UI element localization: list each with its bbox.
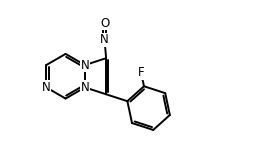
Text: N: N <box>80 59 89 72</box>
Text: N: N <box>80 81 89 94</box>
Text: N: N <box>100 33 109 46</box>
Text: N: N <box>42 81 51 94</box>
Text: O: O <box>100 17 109 30</box>
Text: F: F <box>138 66 144 79</box>
